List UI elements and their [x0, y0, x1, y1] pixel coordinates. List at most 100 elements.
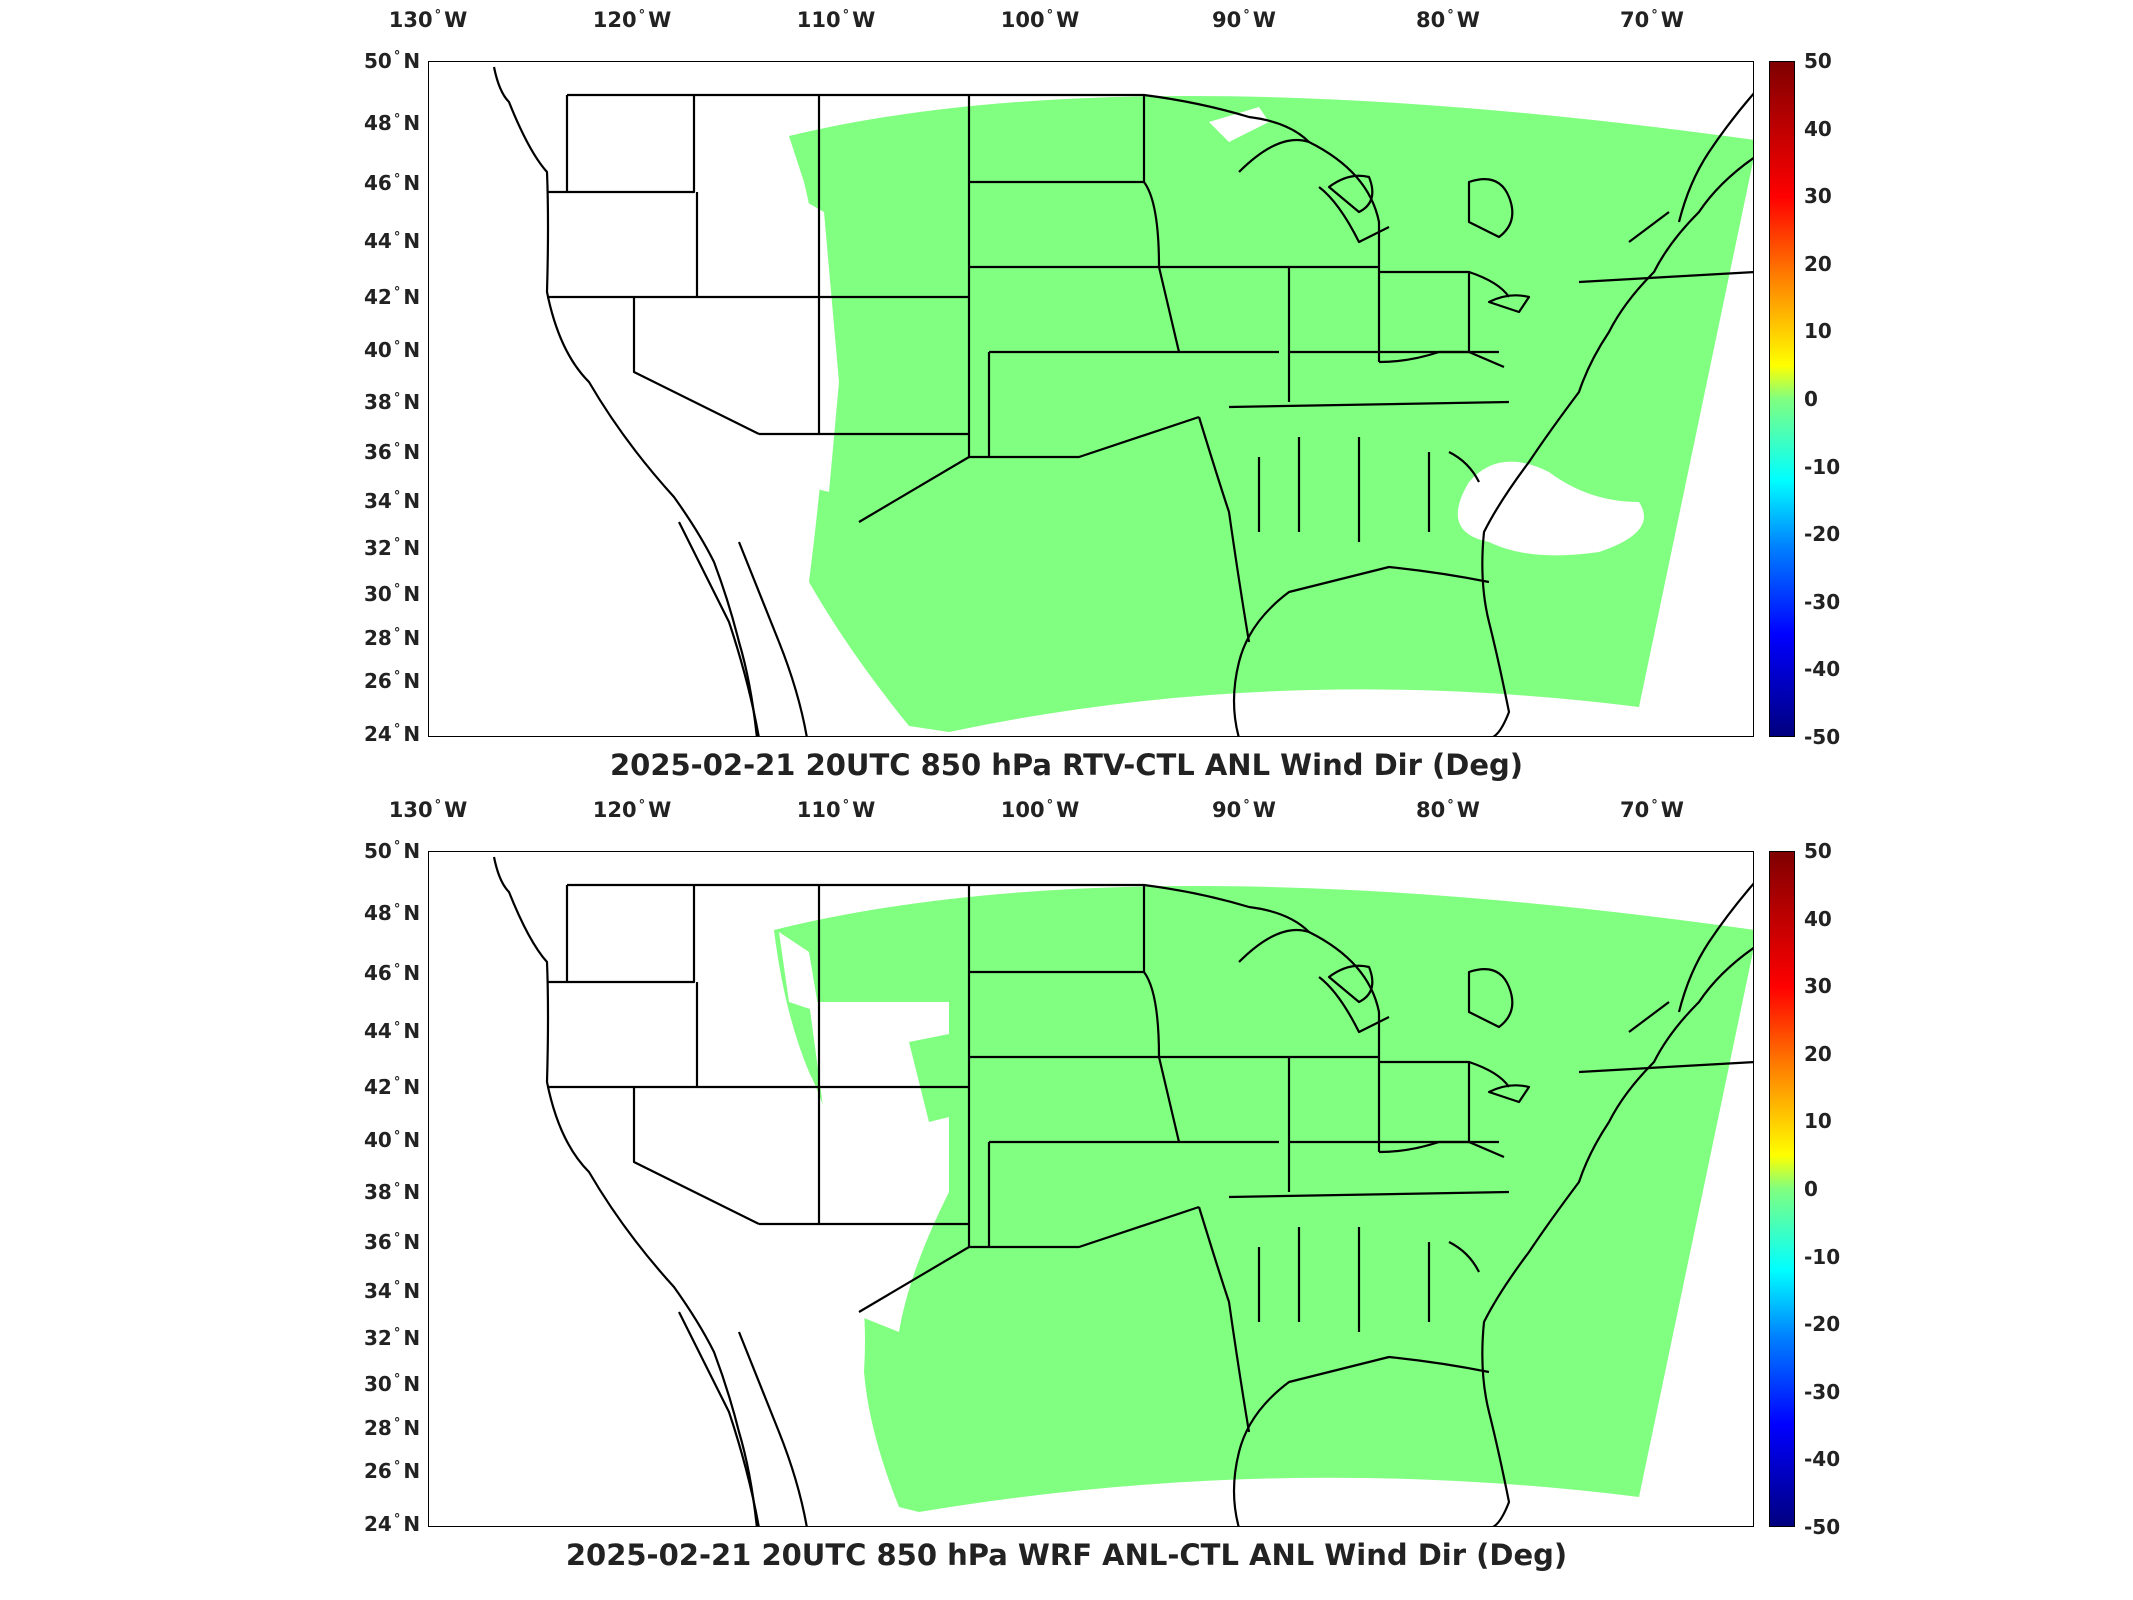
- tick-degree: 32: [364, 1325, 392, 1350]
- degree-symbol: °: [393, 229, 401, 245]
- colorbar-tick-label: -30: [1804, 1379, 1841, 1404]
- latitude-tick-label: 38 ° N: [364, 1180, 420, 1204]
- degree-symbol: °: [638, 8, 646, 23]
- tick-degree: 110: [796, 8, 841, 32]
- tick-degree: 34: [364, 1279, 392, 1304]
- tick-direction: N: [403, 1180, 421, 1205]
- tick-degree: 120: [592, 8, 637, 32]
- tick-direction: N: [403, 1019, 421, 1044]
- colorbar-tick-label: 50: [1804, 839, 1832, 863]
- degree-symbol: °: [1651, 8, 1658, 23]
- tick-direction: W: [1660, 798, 1684, 822]
- tick-degree: 42: [364, 284, 392, 309]
- tick-degree: 90: [1212, 798, 1242, 822]
- latitude-tick-label: 46 ° N: [364, 171, 420, 195]
- longitude-tick-label: 70 ° W: [1620, 798, 1684, 822]
- degree-symbol: °: [434, 798, 442, 813]
- latitude-tick-label: 42 ° N: [364, 1075, 420, 1099]
- panel-title: 2025-02-21 20UTC 850 hPa WRF ANL-CTL ANL…: [565, 1538, 1568, 1572]
- tick-degree: 42: [364, 1074, 392, 1099]
- latitude-tick-label: 30 ° N: [364, 582, 420, 606]
- tick-degree: 80: [1416, 8, 1446, 32]
- map-svg: [492, 66, 1753, 736]
- degree-symbol: °: [393, 1075, 401, 1091]
- latitude-tick-label: 40 ° N: [364, 1128, 420, 1152]
- panel-title: 2025-02-21 20UTC 850 hPa RTV-CTL ANL Win…: [609, 748, 1524, 782]
- degree-symbol: °: [393, 1230, 401, 1246]
- tick-direction: W: [1456, 8, 1480, 32]
- longitude-tick-label: 120 ° W: [593, 8, 672, 32]
- tick-direction: N: [403, 1325, 421, 1350]
- degree-symbol: °: [393, 285, 401, 301]
- tick-direction: N: [403, 961, 421, 986]
- tick-degree: 26: [364, 668, 392, 693]
- degree-symbol: °: [393, 961, 401, 977]
- tick-degree: 30: [364, 581, 392, 606]
- degree-symbol: °: [393, 1511, 401, 1527]
- tick-degree: 46: [364, 961, 392, 986]
- tick-direction: W: [1056, 798, 1080, 822]
- latitude-tick-label: 26 ° N: [364, 669, 420, 693]
- tick-degree: 50: [364, 49, 392, 73]
- degree-symbol: °: [638, 798, 646, 813]
- tick-direction: W: [1252, 798, 1276, 822]
- colorbar-tick-label: 40: [1804, 906, 1832, 931]
- tick-degree: 36: [364, 440, 392, 465]
- tick-degree: 70: [1620, 798, 1650, 822]
- colorbar-tick-label: 30: [1804, 974, 1832, 999]
- latitude-tick-label: 30 ° N: [364, 1372, 420, 1396]
- degree-symbol: °: [1046, 798, 1054, 813]
- degree-symbol: °: [393, 901, 401, 917]
- tick-direction: N: [403, 229, 421, 254]
- data-gap: [1457, 461, 1644, 556]
- tick-degree: 48: [364, 901, 392, 926]
- colorbar-tick-label: -50: [1804, 1515, 1841, 1539]
- colorbar-tick-label: -40: [1804, 1447, 1841, 1472]
- latitude-tick-label: 28 ° N: [364, 1416, 420, 1440]
- map-panel-bottom: 130 ° W 120 ° W 110 ° W 100 ° W 90 ° W 80 ° W 70 ° W 50 ° N 48 °…: [0, 790, 2133, 1580]
- tick-direction: N: [403, 721, 421, 746]
- tick-direction: N: [403, 440, 421, 465]
- tick-direction: W: [444, 8, 468, 32]
- data-field: [774, 886, 1753, 1512]
- longitude-tick-label: 130 ° W: [389, 798, 468, 822]
- latitude-tick-label: 34 ° N: [364, 1279, 420, 1303]
- latitude-tick-label: 50 ° N: [364, 49, 420, 73]
- tick-direction: W: [852, 798, 876, 822]
- colorbar-tick-label: 10: [1804, 319, 1832, 344]
- colorbar-tick-label: -10: [1804, 1244, 1841, 1269]
- tick-direction: W: [444, 798, 468, 822]
- tick-degree: 38: [364, 1180, 392, 1205]
- tick-direction: N: [403, 1230, 421, 1255]
- longitude-tick-label: 100 ° W: [1001, 8, 1080, 32]
- degree-symbol: °: [393, 1415, 401, 1431]
- map-panel-top: 130 ° W 120 ° W 110 ° W 100 ° W 90 ° W 80 ° W 70 ° W 50 ° N 48 °…: [0, 0, 2133, 790]
- degree-symbol: °: [393, 49, 401, 65]
- tick-direction: N: [403, 489, 421, 514]
- data-gap: [1209, 107, 1269, 142]
- latitude-tick-label: 48 ° N: [364, 901, 420, 925]
- degree-symbol: °: [1046, 8, 1054, 23]
- tick-degree: 44: [364, 229, 392, 254]
- latitude-tick-label: 26 ° N: [364, 1459, 420, 1483]
- state-boundaries: [492, 66, 1753, 736]
- degree-symbol: °: [393, 1372, 401, 1388]
- degree-symbol: °: [393, 1180, 401, 1196]
- tick-direction: N: [403, 1279, 421, 1304]
- tick-degree: 38: [364, 390, 392, 415]
- tick-direction: N: [403, 668, 421, 693]
- tick-direction: W: [852, 8, 876, 32]
- degree-symbol: °: [393, 171, 401, 187]
- degree-symbol: °: [393, 1459, 401, 1475]
- tick-direction: W: [1660, 8, 1684, 32]
- tick-degree: 110: [796, 798, 841, 822]
- degree-symbol: °: [1447, 8, 1454, 23]
- colorbar-tick-label: -30: [1804, 589, 1841, 614]
- tick-degree: 24: [364, 721, 392, 746]
- data-field: [789, 96, 1753, 732]
- latitude-tick-label: 38 ° N: [364, 390, 420, 414]
- tick-direction: N: [403, 171, 421, 196]
- latitude-tick-label: 32 ° N: [364, 1326, 420, 1350]
- tick-degree: 30: [364, 1371, 392, 1396]
- latitude-tick-label: 40 ° N: [364, 338, 420, 362]
